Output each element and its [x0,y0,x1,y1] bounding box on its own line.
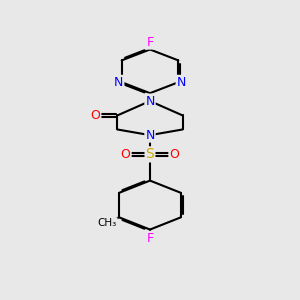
Text: S: S [146,147,154,161]
Text: O: O [169,148,179,161]
Text: CH₃: CH₃ [98,218,117,228]
Text: N: N [177,76,186,89]
Text: N: N [145,129,155,142]
Text: O: O [90,109,100,122]
Text: N: N [145,94,155,107]
Text: N: N [114,76,123,89]
Text: F: F [146,36,154,49]
Text: F: F [146,232,154,245]
Text: O: O [121,148,130,161]
